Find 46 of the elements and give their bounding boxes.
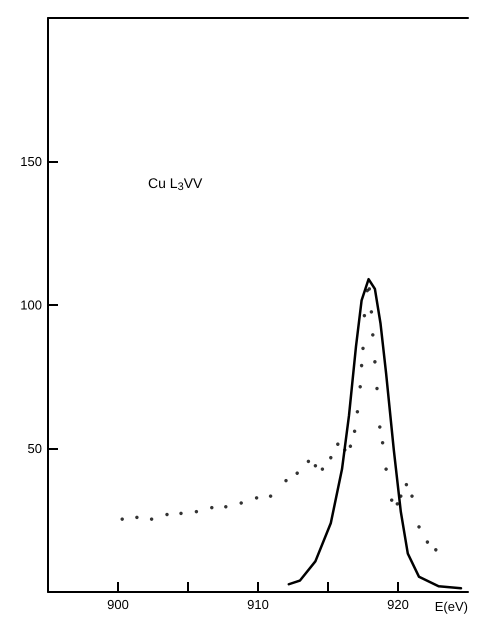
x-tick-label: 920 (387, 597, 409, 612)
x-tick-label: 900 (107, 597, 129, 612)
point (360, 364, 364, 368)
point (361, 346, 365, 350)
point (120, 517, 124, 521)
point (373, 360, 377, 364)
point (417, 525, 421, 529)
point (396, 502, 400, 506)
point (362, 314, 366, 318)
point (179, 512, 183, 516)
point (352, 430, 356, 434)
point (378, 425, 382, 429)
point (135, 516, 139, 520)
point (239, 501, 243, 505)
point (224, 505, 228, 509)
point (358, 385, 362, 389)
point (284, 478, 288, 482)
y-tick-label: 150 (20, 154, 42, 169)
point (320, 467, 324, 471)
point (268, 494, 272, 498)
point (410, 494, 414, 498)
x-tick-label: 910 (247, 597, 269, 612)
y-tick-label: 50 (28, 441, 42, 456)
point (336, 442, 340, 446)
point (384, 467, 388, 471)
point (348, 444, 352, 448)
point (343, 448, 347, 452)
y-tick-label: 100 (20, 298, 42, 312)
point (356, 410, 360, 414)
point (314, 464, 318, 468)
point (194, 510, 198, 514)
point (306, 460, 310, 464)
point (368, 287, 372, 291)
point (380, 441, 384, 445)
point (254, 496, 258, 500)
point (370, 310, 374, 314)
point (295, 471, 299, 475)
point (329, 456, 333, 460)
point (404, 482, 408, 486)
x-axis-title: E(eV) (434, 599, 468, 614)
point (426, 540, 430, 544)
point (371, 333, 375, 337)
point (390, 498, 394, 502)
point (434, 548, 438, 552)
point (150, 517, 154, 521)
point (210, 506, 214, 510)
